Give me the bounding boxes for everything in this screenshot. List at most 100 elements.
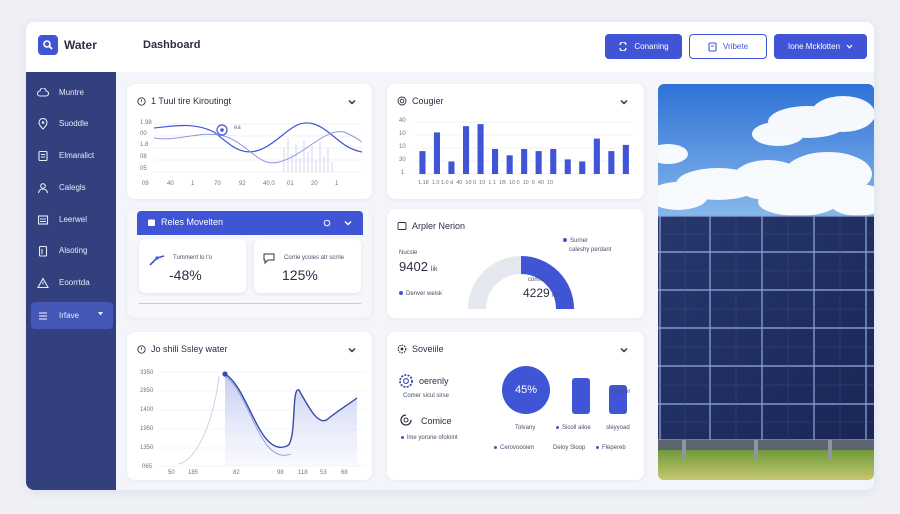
- card-title: Cougier: [397, 96, 444, 106]
- card-title: Reles Movelten: [147, 217, 223, 227]
- arpler-nerion-card: Arpler Nerion Nucsle 9402 lik Denver wei…: [387, 209, 644, 318]
- page-title: Dashboard: [143, 39, 201, 51]
- vribete-button[interactable]: Vribete: [689, 34, 767, 59]
- y-tick: 3350: [140, 370, 154, 376]
- chart-annotation: ea: [234, 125, 241, 131]
- x-tick: 92: [239, 181, 246, 187]
- circle-icon[interactable]: [323, 219, 331, 227]
- sidebar-item-calegls[interactable]: Calegls: [31, 174, 113, 201]
- x-tick: 1: [335, 181, 339, 187]
- x-tick: 1: [191, 181, 195, 187]
- sidebar: Muntre Suoddle Elmaralict Calegls Leerwe…: [26, 72, 116, 490]
- gauge-center-label: comlo: [528, 277, 545, 283]
- gear-icon: [397, 344, 407, 354]
- caret-down-icon: [98, 312, 103, 316]
- legend-item: Cerovoooien: [494, 445, 534, 451]
- x-tick: 01: [287, 181, 294, 187]
- gauge-left-value: 9402: [399, 259, 428, 274]
- legend-item: caleshy perdant: [569, 247, 612, 253]
- legend-item: Deloy Sloop: [553, 445, 586, 451]
- gauge-left-stat: 9402 lik: [399, 259, 438, 274]
- list-item-subtitle: lme yorone ofoloint: [401, 435, 458, 441]
- stat-label: Corrie ycoies atr scrrie: [284, 255, 345, 261]
- y-tick: 40: [399, 118, 406, 124]
- bar: [419, 151, 426, 174]
- x-tick: 40.0: [263, 181, 275, 187]
- chevron-down-icon[interactable]: [619, 97, 629, 107]
- sidebar-item-label: Leerwel: [59, 215, 88, 224]
- trend-icon: [149, 255, 165, 266]
- chevron-down-icon[interactable]: [347, 345, 357, 355]
- chevron-down-icon[interactable]: [619, 345, 629, 355]
- search-logo-icon[interactable]: [38, 35, 58, 55]
- x-tick: 40: [167, 181, 174, 187]
- sidebar-item-alsoting[interactable]: Alsoting: [31, 237, 113, 264]
- conaning-button[interactable]: Conaning: [605, 34, 682, 59]
- sidebar-item-irfave[interactable]: Irfave: [31, 302, 113, 329]
- sidebar-item-label: Irfave: [59, 311, 80, 320]
- bar-label: Sicoll ailoe: [556, 425, 591, 431]
- vribete-label: Vribete: [722, 42, 749, 51]
- app-window: Water Dashboard Conaning Vribete Ione Mc…: [26, 22, 874, 490]
- target-icon: [397, 96, 407, 106]
- sidebar-item-muntre[interactable]: Muntre: [31, 79, 113, 106]
- bar: [564, 159, 571, 174]
- sidebar-item-elmaralict[interactable]: Elmaralict: [31, 142, 113, 169]
- sidebar-item-label: Muntre: [59, 88, 84, 97]
- file-icon: [708, 41, 717, 52]
- sidebar-item-label: Suoddle: [59, 119, 89, 128]
- y-tick: 1950: [140, 426, 154, 432]
- x-tick: 118: [298, 470, 308, 476]
- sidebar-item-label: Calegls: [59, 183, 86, 192]
- card-title: 1 Tuul tire Kiroutingt: [137, 96, 231, 106]
- percent-circle: 45%: [502, 366, 550, 414]
- x-tick: 09: [142, 181, 149, 187]
- stat-tile-1[interactable]: Tumment lo l'o -48%: [139, 239, 246, 293]
- gauge-center-value: 4229: [523, 286, 550, 300]
- y-tick: 1.98: [140, 120, 152, 126]
- bar: [492, 149, 499, 174]
- x-tick: 70: [214, 181, 221, 187]
- y-tick: 1: [401, 170, 405, 176]
- card-title-text: Reles Movelten: [161, 217, 224, 227]
- bar: [550, 149, 557, 174]
- sidebar-item-label: Eoorrtda: [59, 278, 90, 287]
- bar-chart: [415, 121, 633, 175]
- bar: [535, 151, 542, 174]
- bar: [433, 132, 440, 174]
- legend-item: Denver weisk: [399, 291, 442, 297]
- chevron-down-icon[interactable]: [347, 97, 357, 107]
- x-ticks: 1.18 1.0 1.0 d 40 10 0 10 1 1 1B 10 0 10…: [418, 180, 554, 186]
- y-tick: 1.8: [140, 142, 149, 148]
- user-icon: [37, 182, 49, 193]
- legend-item: Surner: [563, 238, 588, 244]
- gauge-left-unit: lik: [430, 266, 438, 273]
- card-title: Soveiile: [397, 344, 444, 354]
- cloud-icon: [37, 87, 49, 97]
- location-icon: [38, 117, 48, 130]
- sidebar-item-eoorrtda[interactable]: Eoorrtda: [31, 269, 113, 296]
- y-tick: 00: [140, 131, 147, 137]
- chevron-down-icon[interactable]: [343, 218, 353, 228]
- legend-item: Flepereb: [596, 445, 626, 451]
- gauge-center-stat: 4229 /o: [523, 286, 558, 300]
- card-title: Arpler Nerion: [397, 221, 465, 231]
- divider: [139, 303, 361, 304]
- card-title-text: Cougier: [412, 96, 444, 106]
- stat-tile-2[interactable]: Corrie ycoies atr scrrie 125%: [254, 239, 361, 293]
- user-menu-button[interactable]: Ione Mcklotten: [774, 34, 867, 59]
- sidebar-item-suoddle[interactable]: Suoddle: [31, 110, 113, 137]
- gauge-chart: [468, 256, 574, 310]
- bar-label: sleyyoad: [606, 425, 630, 431]
- y-tick: 30: [399, 157, 406, 163]
- stat-value: -48%: [169, 267, 202, 283]
- gear-icon: [399, 374, 413, 388]
- bar: [622, 144, 629, 174]
- sidebar-item-label: Elmaralict: [59, 151, 95, 160]
- clock-icon: [137, 96, 146, 106]
- x-tick: 82: [233, 470, 240, 476]
- bar: [463, 126, 470, 174]
- sidebar-item-leerwel[interactable]: Leerwel: [31, 206, 113, 233]
- bar: [608, 151, 615, 174]
- solar-panel-image: [658, 84, 874, 480]
